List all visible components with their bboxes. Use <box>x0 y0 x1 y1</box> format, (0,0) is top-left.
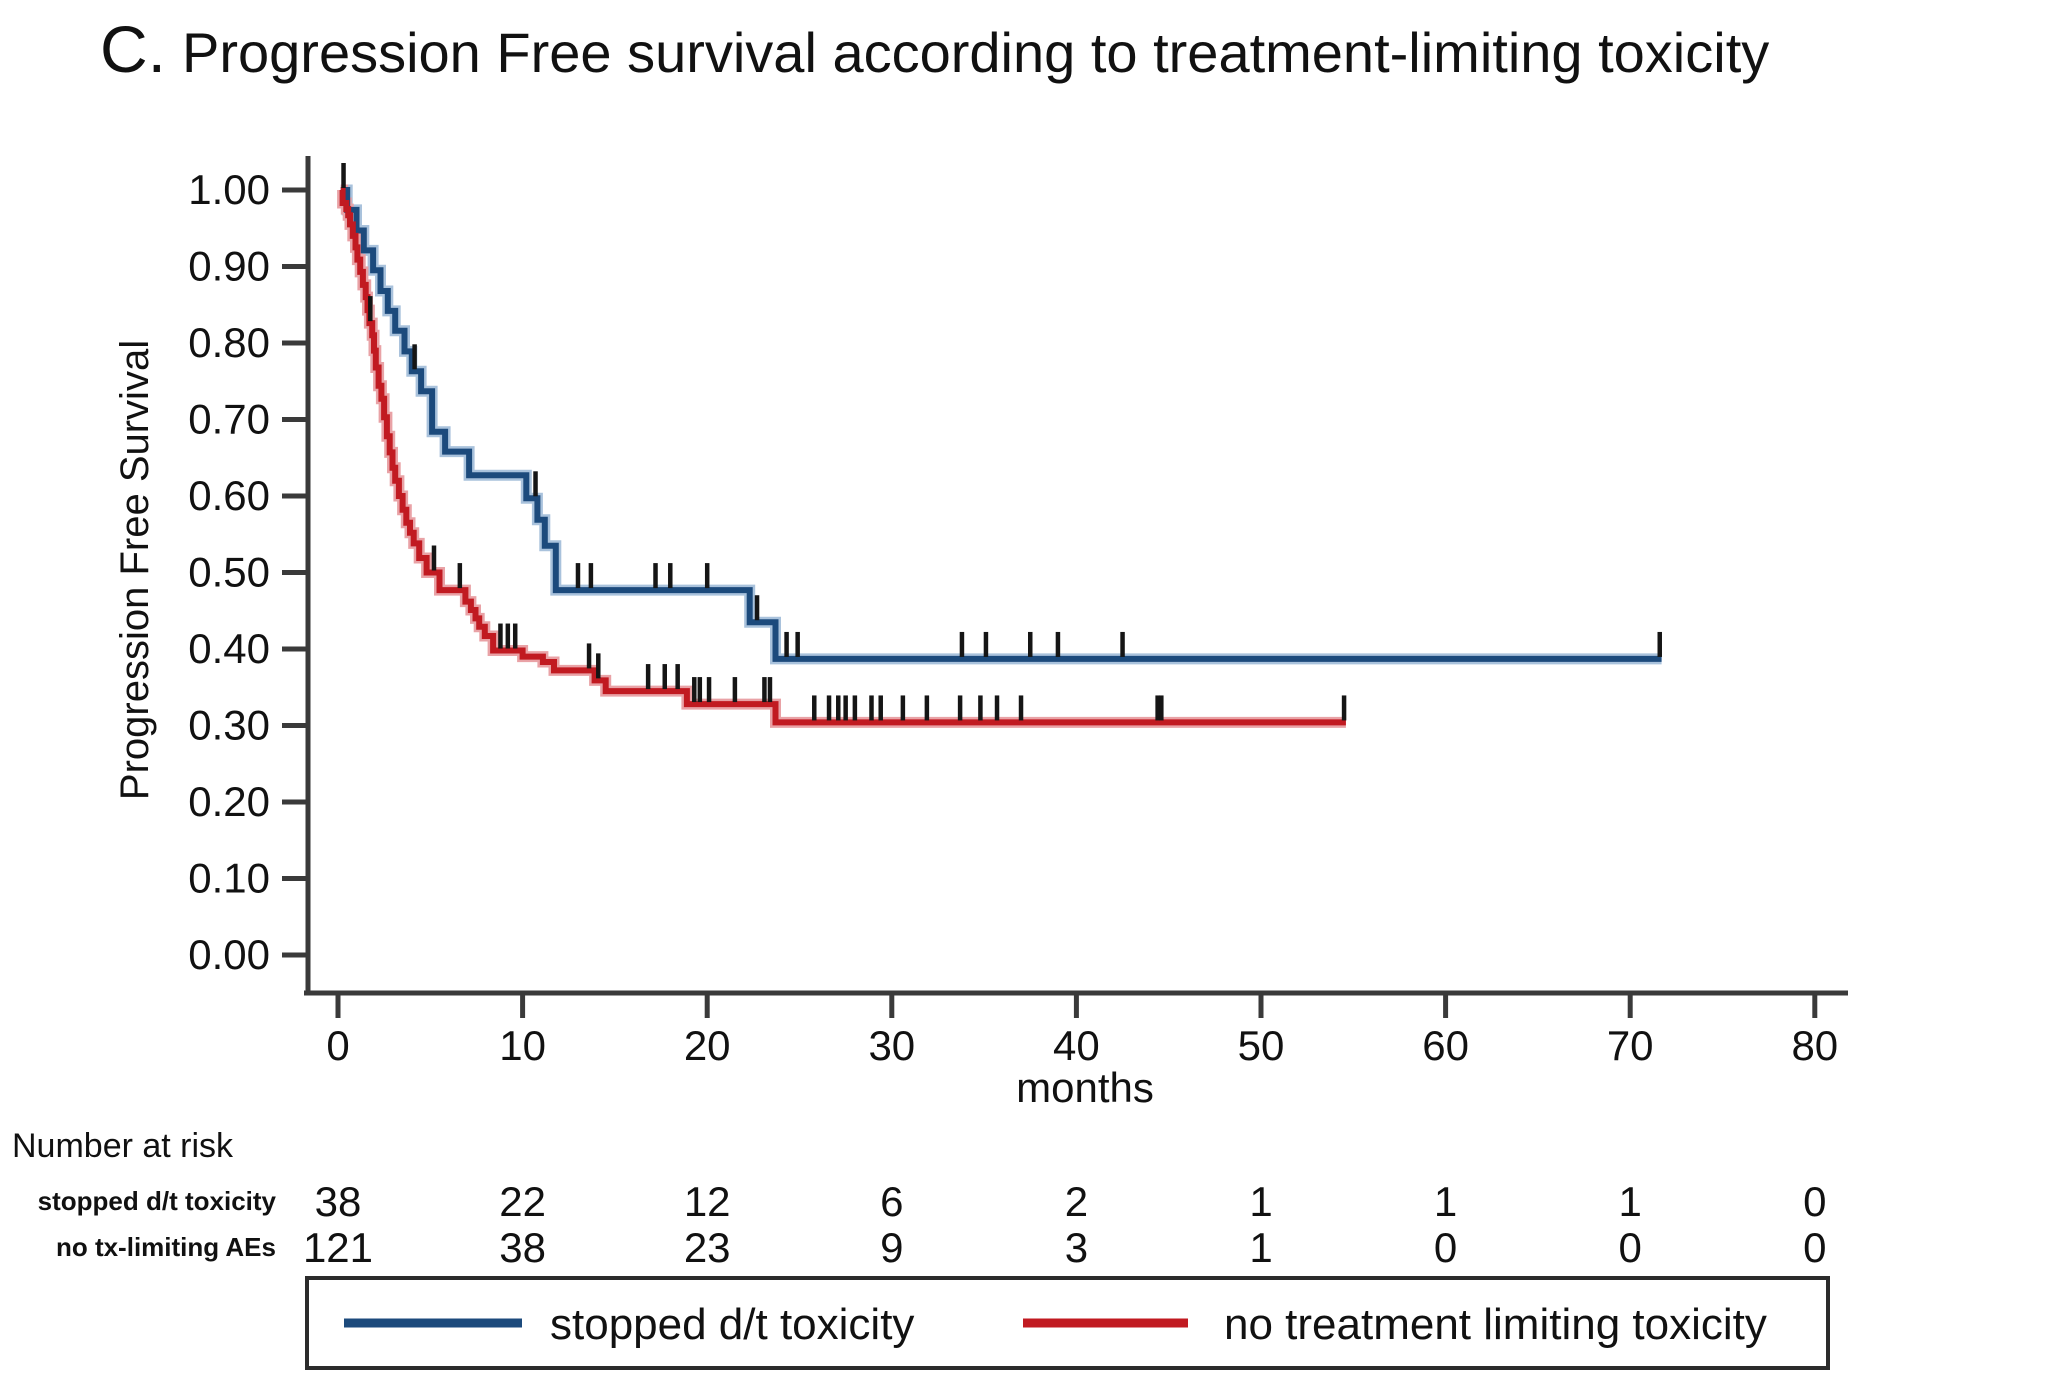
number-at-risk-count: 1 <box>1619 1178 1642 1225</box>
y-tick-label: 0.60 <box>188 472 270 519</box>
number-at-risk-count: 38 <box>499 1224 546 1271</box>
number-at-risk-count: 38 <box>315 1178 362 1225</box>
y-tick-label: 0.70 <box>188 396 270 443</box>
number-at-risk-count: 9 <box>880 1224 903 1271</box>
number-at-risk-count: 12 <box>684 1178 731 1225</box>
chart-title: C. Progression Free survival according to… <box>100 12 1769 86</box>
y-tick-label: 0.80 <box>188 319 270 366</box>
y-axis-ticks: 1.00 0.90 0.80 0.70 0.60 0.50 0.40 0.30 0.20 0.10… <box>188 166 308 978</box>
number-at-risk-count: 23 <box>684 1224 731 1271</box>
y-axis-label: Progression Free Survival <box>113 340 157 800</box>
number-at-risk-row-label-stopped: stopped d/t toxicity <box>38 1186 277 1216</box>
number-at-risk-count: 3 <box>1065 1224 1088 1271</box>
legend-label-stopped: stopped d/t toxicity <box>550 1300 914 1349</box>
x-tick-label: 50 <box>1238 1022 1285 1069</box>
y-tick-label: 0.00 <box>188 931 270 978</box>
number-at-risk-row-label-no-tx: no tx-limiting AEs <box>56 1232 276 1262</box>
y-tick-label: 1.00 <box>188 166 270 213</box>
x-axis-label: months <box>1016 1064 1154 1111</box>
number-at-risk-count: 22 <box>499 1178 546 1225</box>
x-tick-label: 80 <box>1791 1022 1838 1069</box>
x-tick-label: 40 <box>1053 1022 1100 1069</box>
survival-curves <box>337 184 1662 728</box>
number-at-risk-table: Number at risk stopped d/t toxicity no t… <box>12 1127 1826 1271</box>
y-tick-label: 0.30 <box>188 702 270 749</box>
number-at-risk-count: 0 <box>1803 1178 1826 1225</box>
km-curve-halo <box>340 184 1662 665</box>
chart-title-text: Progression Free survival according to t… <box>182 21 1769 84</box>
number-at-risk-count: 1 <box>1249 1178 1272 1225</box>
x-tick-label: 10 <box>499 1022 546 1069</box>
number-at-risk-count: 121 <box>303 1224 373 1271</box>
number-at-risk-count: 0 <box>1619 1224 1642 1271</box>
y-tick-label: 0.40 <box>188 625 270 672</box>
km-curve-no-treatment-limiting-toxicity <box>339 187 1346 726</box>
x-tick-label: 0 <box>326 1022 349 1069</box>
number-at-risk-count: 2 <box>1065 1178 1088 1225</box>
number-at-risk-header: Number at risk <box>12 1127 234 1165</box>
number-at-risk-count: 0 <box>1434 1224 1457 1271</box>
km-curve-stopped-dt-toxicity <box>340 187 1662 662</box>
y-tick-label: 0.90 <box>188 243 270 290</box>
x-tick-label: 60 <box>1422 1022 1469 1069</box>
legend-label-no-treatment: no treatment limiting toxicity <box>1224 1300 1767 1349</box>
y-tick-label: 0.20 <box>188 778 270 825</box>
axes <box>304 156 1848 996</box>
number-at-risk-count: 1 <box>1249 1224 1272 1271</box>
x-axis-ticks: 0 10 20 30 40 50 60 70 80 <box>326 993 1838 1069</box>
x-tick-label: 70 <box>1607 1022 1654 1069</box>
y-tick-label: 0.50 <box>188 549 270 596</box>
number-at-risk-count: 0 <box>1803 1224 1826 1271</box>
y-tick-label: 0.10 <box>188 855 270 902</box>
panel-letter: C. <box>100 12 166 86</box>
number-at-risk-count: 1 <box>1434 1178 1457 1225</box>
x-tick-label: 20 <box>684 1022 731 1069</box>
x-tick-label: 30 <box>868 1022 915 1069</box>
legend: stopped d/t toxicity no treatment limiti… <box>305 1276 1830 1370</box>
number-at-risk-count: 6 <box>880 1178 903 1225</box>
censor-marks <box>341 163 1662 721</box>
